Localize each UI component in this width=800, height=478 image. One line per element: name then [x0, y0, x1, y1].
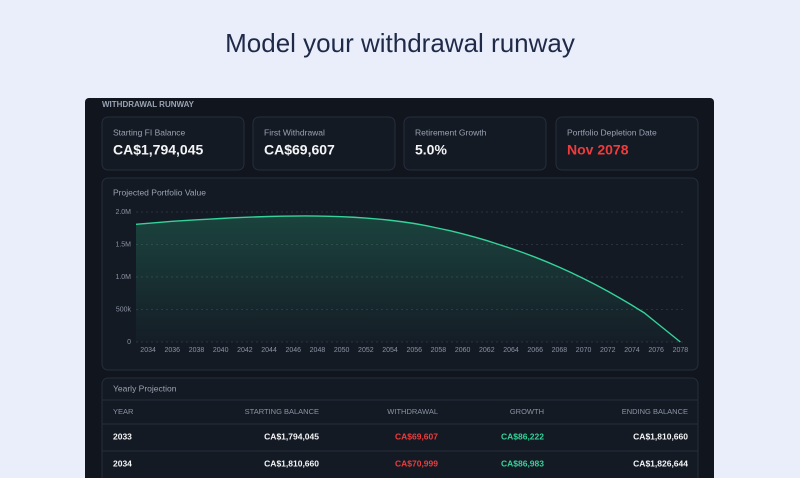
x-tick-label: 2070	[576, 347, 592, 354]
stat-card	[252, 116, 396, 171]
column-header: WITHDRAWAL	[387, 407, 438, 416]
x-tick-label: 2072	[600, 347, 616, 354]
x-tick-label: 2052	[358, 347, 374, 354]
area-line	[135, 215, 681, 343]
x-tick-label: 2058	[431, 347, 447, 354]
table-cell: CA$1,794,045	[264, 431, 319, 441]
area-fill	[136, 215, 681, 342]
column-header: STARTING BALANCE	[245, 407, 319, 416]
column-header: ENDING BALANCE	[622, 407, 688, 416]
stat-card	[555, 116, 699, 171]
x-tick-label: 2068	[552, 347, 568, 354]
x-tick-label: 2046	[285, 347, 301, 354]
x-tick-label: 2040	[213, 347, 229, 354]
column-header: YEAR	[113, 407, 134, 416]
x-tick-label: 2056	[406, 347, 422, 354]
table-cell: CA$70,999	[395, 458, 438, 468]
chart-title: Projected Portfolio Value	[113, 187, 206, 197]
table-cell: CA$1,826,644	[633, 458, 688, 468]
stat-card	[403, 116, 547, 171]
stat-label: First Withdrawal	[264, 127, 325, 137]
table-title: Yearly Projection	[113, 383, 177, 393]
y-tick-label: 500k	[116, 306, 132, 313]
stat-label: Retirement Growth	[415, 127, 487, 137]
x-tick-label: 2042	[237, 347, 253, 354]
x-tick-label: 2036	[165, 347, 181, 354]
x-tick-label: 2078	[673, 347, 689, 354]
x-tick-label: 2066	[527, 347, 543, 354]
x-tick-label: 2062	[479, 347, 495, 354]
y-tick-label: 2.0M	[115, 209, 131, 216]
table-cell: CA$1,810,660	[633, 431, 688, 441]
x-tick-label: 2074	[624, 347, 640, 354]
table-cell: CA$69,607	[395, 431, 438, 441]
x-tick-label: 2064	[503, 347, 519, 354]
stat-label: Portfolio Depletion Date	[567, 127, 657, 137]
y-tick-label: 1.5M	[115, 241, 131, 248]
stat-value: 5.0%	[415, 142, 447, 158]
x-tick-label: 2038	[189, 347, 205, 354]
x-tick-label: 2048	[310, 347, 326, 354]
x-tick-label: 2054	[382, 347, 398, 354]
table-cell: CA$86,983	[501, 458, 544, 468]
panel-title: WITHDRAWAL RUNWAY	[102, 100, 195, 109]
table-cell: CA$1,810,660	[264, 458, 319, 468]
table-cell: 2034	[113, 458, 132, 468]
x-tick-label: 2034	[140, 347, 156, 354]
y-tick-label: 0	[127, 339, 131, 346]
table-card	[101, 377, 699, 478]
stat-value: Nov 2078	[567, 142, 629, 158]
stat-card	[101, 116, 245, 171]
stat-label: Starting FI Balance	[113, 127, 186, 137]
page-title: Model your withdrawal runway	[225, 28, 575, 58]
column-header: GROWTH	[510, 407, 544, 416]
x-tick-label: 2050	[334, 347, 350, 354]
x-tick-label: 2060	[455, 347, 471, 354]
y-tick-label: 1.0M	[115, 274, 131, 281]
x-tick-label: 2076	[648, 347, 664, 354]
x-tick-label: 2044	[261, 347, 277, 354]
stat-value: CA$1,794,045	[113, 142, 204, 158]
stat-value: CA$69,607	[264, 142, 335, 158]
table-cell: 2033	[113, 431, 132, 441]
table-cell: CA$86,222	[501, 431, 544, 441]
